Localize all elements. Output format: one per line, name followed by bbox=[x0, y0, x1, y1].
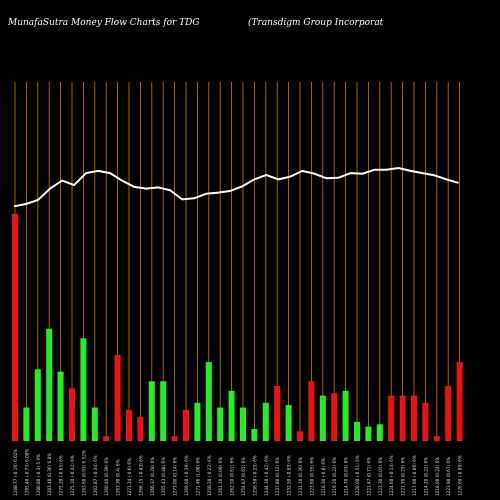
money-flow-bar bbox=[91, 407, 98, 441]
money-flow-bar bbox=[183, 409, 189, 441]
x-tick-label: 1275.10 (-0.42) 6% bbox=[70, 455, 75, 496]
x-tick-label: 1260.40 (0.39) 6% bbox=[104, 457, 109, 496]
x-tick-label: 1262.10 (0.61) 6% bbox=[230, 457, 235, 496]
x-tick-labels: 1288.77 (-0.16) 6.02% 1285.40 (-0.73) 6.0… bbox=[13, 449, 463, 496]
money-flow-bar bbox=[297, 431, 303, 441]
money-flow-bar bbox=[114, 354, 121, 441]
x-tick-label: 1214.20 (0.22) 6% bbox=[423, 457, 428, 496]
x-tick-label: 1275.20 (-0.65) 6% bbox=[59, 455, 64, 496]
money-flow-bar bbox=[80, 338, 87, 441]
money-flow-bar bbox=[103, 436, 110, 441]
x-tick-label: 1217.90 (-0.06) 6% bbox=[412, 455, 417, 496]
x-tick-label: 1261.10 (0.09) 6% bbox=[218, 457, 223, 496]
chart-subtitle: (Transdigm Group Incorporat bbox=[248, 18, 384, 28]
grid-lines bbox=[14, 82, 461, 441]
chart-title: MunafaSutra Money Flow Charts for TDG bbox=[8, 18, 200, 28]
x-tick-label: 1266.37 (0.28) 6% bbox=[150, 457, 155, 496]
money-flow-bar bbox=[376, 424, 383, 441]
x-tick-label: 1263.60 (0.93) 6.52% bbox=[81, 450, 86, 496]
x-tick-label: 1269.00 (-0.39) 6% bbox=[184, 455, 189, 496]
money-flow-bar bbox=[12, 214, 18, 441]
x-tick-label: 1231.10 (0.36) 6% bbox=[298, 457, 303, 496]
x-tick-label: 1271.46 (1.08) 6% bbox=[195, 457, 200, 496]
x-tick-label: 1223.90 (0.67) 6% bbox=[446, 457, 451, 496]
x-tick-label: 1283.48 (0.36) 6.8% bbox=[47, 453, 52, 496]
money-flow-bar bbox=[160, 381, 167, 441]
money-flow-bar bbox=[388, 395, 395, 441]
money-flow-bar bbox=[228, 390, 235, 441]
x-tick-label: 1219.20 (0.22) 6% bbox=[332, 457, 337, 496]
x-tick-label: 1254.87 (0.65) 6% bbox=[241, 457, 246, 496]
money-flow-bar bbox=[262, 402, 269, 441]
x-tick-label: 1218.00 (0.24) 6% bbox=[435, 457, 440, 496]
money-flow-bar bbox=[46, 328, 53, 441]
x-tick-label: 1220.00 (-0.51) 6% bbox=[355, 455, 360, 496]
x-tick-label: 1262.87 (-0.34) 6% bbox=[93, 455, 98, 496]
money-flow-bar bbox=[445, 386, 452, 441]
money-flow-bar bbox=[433, 436, 440, 441]
money-flow-bar bbox=[342, 390, 349, 441]
x-tick-label: 1271.24 (-0.6) 6% bbox=[127, 458, 132, 496]
x-tick-label: 1218.30 (-0.8) 6% bbox=[321, 458, 326, 496]
money-flow-bar bbox=[285, 405, 292, 441]
price-line bbox=[13, 166, 459, 208]
x-tick-label: 1256.50 (-0.25) 6% bbox=[252, 455, 257, 496]
money-flow-bar bbox=[69, 388, 75, 441]
money-flow-bar bbox=[57, 371, 64, 441]
money-flow-bar bbox=[148, 381, 155, 441]
money-flow-bar bbox=[308, 381, 315, 441]
money-flow-bar bbox=[137, 417, 144, 441]
money-flow-bar bbox=[194, 402, 201, 441]
x-tick-label: 1221.70 (0.25) 6% bbox=[401, 457, 406, 496]
money-flow-bar bbox=[34, 369, 41, 441]
money-flow-bar bbox=[422, 402, 429, 441]
money-flow-bar bbox=[205, 362, 212, 441]
money-flow-bar bbox=[217, 407, 224, 441]
x-tick-label: 1224.60 (-0.13) 6% bbox=[389, 455, 394, 496]
price-line-layer bbox=[13, 166, 459, 208]
money-flow-bar bbox=[365, 426, 372, 441]
money-flow-bar bbox=[251, 429, 258, 441]
money-flow-bar bbox=[354, 421, 360, 441]
x-tick-label: 1223.30 (0.05) 6% bbox=[378, 457, 383, 496]
x-tick-label: 1221.47 (0.71) 6% bbox=[366, 457, 371, 496]
x-tick-label: 1265.43 (0.48) 6% bbox=[161, 457, 166, 496]
x-tick-label: 1237.80 (0.12) 6% bbox=[275, 457, 280, 496]
x-tick-label: 1214.70 (0.03) 6% bbox=[344, 457, 349, 496]
x-tick-label: 1285.40 (-0.73) 6.08% bbox=[24, 449, 29, 496]
money-flow-bar bbox=[456, 362, 463, 441]
x-tick-label: 1223.60 (0.55) 6% bbox=[309, 457, 314, 496]
x-tick-label: 1273.00 (0.14) 6% bbox=[173, 457, 178, 496]
money-flow-bar bbox=[399, 395, 406, 441]
money-flow-bar bbox=[331, 393, 338, 441]
money-flow-bar bbox=[240, 407, 246, 441]
x-tick-label: 1258.28 (-0.22) 6% bbox=[207, 455, 212, 496]
x-tick-label: 1232.50 (-0.85) 6% bbox=[287, 455, 292, 496]
money-flow-bar bbox=[23, 407, 30, 441]
money-flow-bar bbox=[274, 386, 281, 441]
money-flow-bar bbox=[126, 409, 132, 441]
money-flow-bars bbox=[12, 214, 463, 441]
money-flow-bar bbox=[411, 395, 417, 441]
x-tick-label: 1226.60 (-0.09) 6% bbox=[458, 455, 463, 496]
x-tick-label: 1244.10 (-0.42) 6% bbox=[264, 455, 269, 496]
x-tick-label: 1288.77 (-0.16) 6.02% bbox=[13, 449, 18, 496]
x-tick-label: 1266.15 (-0.43) 6% bbox=[138, 455, 143, 496]
money-flow-bar bbox=[319, 395, 326, 441]
money-flow-bar bbox=[171, 436, 178, 441]
x-tick-label: 1280.80 (-0.3) 5.9% bbox=[36, 454, 41, 496]
x-tick-label: 1263.30 (0.4) 6% bbox=[116, 459, 121, 496]
